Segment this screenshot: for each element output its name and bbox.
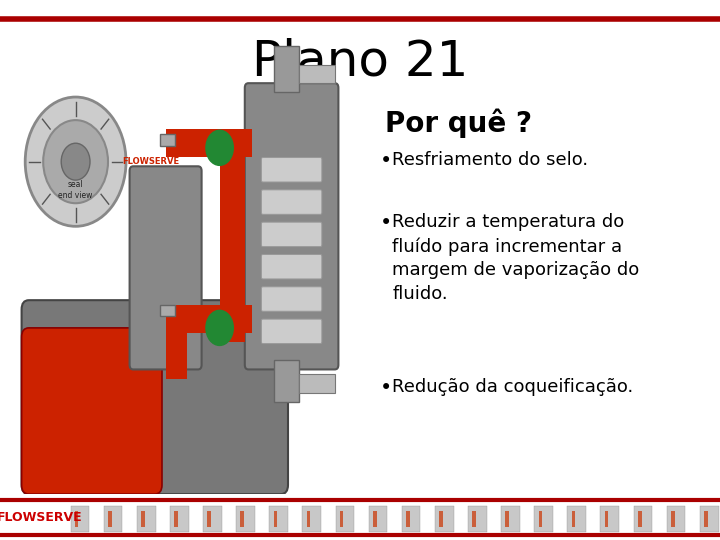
Bar (299, 65, 335, 83)
Bar (572, 511, 575, 526)
FancyBboxPatch shape (245, 83, 338, 369)
Bar (141, 511, 145, 526)
Bar (435, 506, 454, 532)
Bar (340, 511, 343, 526)
FancyBboxPatch shape (261, 158, 322, 182)
Bar (567, 506, 586, 532)
Bar (220, 130, 245, 342)
FancyBboxPatch shape (261, 319, 322, 343)
Text: Redução da coqueificação.: Redução da coqueificação. (392, 378, 634, 396)
Text: Plano 21: Plano 21 (252, 38, 468, 86)
Text: Reduzir a temperatura do
fluído para incrementar a
margem de vaporização do
flui: Reduzir a temperatura do fluído para inc… (392, 213, 639, 303)
FancyBboxPatch shape (261, 222, 322, 247)
Bar (274, 46, 299, 92)
Circle shape (25, 97, 126, 226)
Bar (336, 506, 354, 532)
Bar (406, 511, 410, 526)
Bar (108, 511, 112, 526)
Bar (638, 511, 642, 526)
Bar (240, 511, 244, 526)
FancyBboxPatch shape (261, 254, 322, 279)
FancyBboxPatch shape (22, 328, 162, 494)
Bar (402, 506, 420, 532)
Bar (170, 506, 189, 532)
Bar (505, 511, 509, 526)
FancyBboxPatch shape (130, 166, 202, 369)
Bar (75, 511, 78, 526)
Bar (104, 506, 122, 532)
Bar (539, 511, 542, 526)
Circle shape (206, 130, 233, 165)
Bar (671, 511, 675, 526)
Circle shape (206, 310, 233, 346)
Bar (439, 511, 443, 526)
Text: FLOWSERVE: FLOWSERVE (122, 157, 180, 166)
FancyBboxPatch shape (261, 287, 322, 311)
Text: Por quê ?: Por quê ? (385, 108, 532, 138)
Circle shape (43, 120, 108, 203)
Bar (667, 506, 685, 532)
Circle shape (61, 143, 90, 180)
Bar (166, 305, 252, 333)
FancyBboxPatch shape (22, 300, 288, 494)
Bar (299, 374, 335, 393)
Bar (534, 506, 553, 532)
Bar (307, 511, 310, 526)
Bar (274, 511, 277, 526)
Bar (634, 506, 652, 532)
Bar (161, 134, 175, 145)
Bar (373, 511, 377, 526)
Bar (600, 506, 619, 532)
Text: •: • (379, 378, 392, 398)
FancyBboxPatch shape (261, 190, 322, 214)
Bar (501, 506, 520, 532)
Bar (207, 511, 211, 526)
Text: •: • (379, 151, 392, 171)
Bar (605, 511, 608, 526)
Bar (71, 506, 89, 532)
Bar (472, 511, 476, 526)
Bar (203, 506, 222, 532)
Bar (704, 511, 708, 526)
Text: •: • (379, 213, 392, 233)
Bar (166, 130, 252, 157)
Bar (174, 511, 178, 526)
Bar (269, 506, 288, 532)
Bar (302, 506, 321, 532)
Bar (137, 506, 156, 532)
Bar (161, 305, 175, 316)
Bar (236, 506, 255, 532)
Bar (369, 506, 387, 532)
Bar (468, 506, 487, 532)
Text: FLOWSERVE: FLOWSERVE (0, 511, 82, 524)
Text: Resfriamento do selo.: Resfriamento do selo. (392, 151, 588, 169)
Bar (274, 360, 299, 402)
Bar (700, 506, 719, 532)
Text: seal
end view: seal end view (58, 180, 93, 200)
Bar (166, 309, 187, 379)
